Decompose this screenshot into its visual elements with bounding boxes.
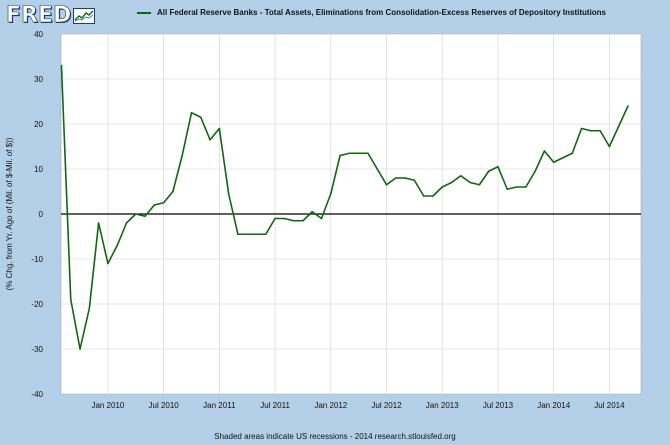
data-point: [107, 262, 109, 265]
x-tick-label: Jul 2010: [149, 401, 180, 410]
data-point: [60, 64, 63, 67]
data-point: [79, 348, 81, 350]
x-tick-label: Jan 2014: [537, 401, 570, 410]
data-point: [460, 174, 462, 177]
data-point: [617, 125, 620, 128]
data-point: [97, 222, 100, 224]
footer-note: Shaded areas indicate US recessions - 20…: [214, 432, 456, 441]
data-point: [552, 161, 555, 164]
data-point: [125, 222, 128, 224]
x-axis-ticks: Jan 2010 Jul 2010 Jan 2011 Jul 2011 Jan 2012…: [91, 401, 625, 410]
y-tick-label: -20: [31, 300, 43, 309]
data-point: [237, 233, 239, 236]
fred-graph-icon: [73, 8, 96, 24]
data-point: [172, 190, 174, 193]
data-point: [329, 192, 332, 195]
x-tick-label: Jan 2013: [426, 401, 459, 410]
x-tick-label: Jan 2011: [203, 401, 236, 410]
data-point: [320, 217, 323, 220]
data-point: [469, 181, 471, 184]
x-tick-label: Jul 2013: [483, 401, 514, 410]
data-point: [209, 138, 211, 141]
fred-logo[interactable]: FRED: [6, 3, 96, 28]
data-point: [376, 168, 379, 170]
data-point: [497, 165, 499, 168]
data-point: [153, 204, 156, 206]
data-point: [199, 116, 202, 119]
y-tick-label: -10: [31, 255, 43, 264]
data-point: [404, 177, 406, 179]
y-tick-label: 40: [34, 30, 43, 39]
y-tick-label: 20: [34, 120, 43, 129]
y-axis-label: (% Chg. from Yr. Ago of (Mil. of $-Mil. …: [5, 137, 14, 290]
legend-swatch: [137, 11, 151, 14]
data-point: [580, 127, 583, 130]
data-point: [255, 233, 258, 236]
y-tick-label: 10: [34, 165, 43, 174]
data-point: [441, 186, 444, 188]
y-tick-label: 0: [39, 210, 44, 219]
data-point: [478, 183, 481, 186]
series-line: [60, 65, 629, 350]
data-point: [144, 215, 146, 218]
data-point: [264, 233, 267, 236]
data-point: [395, 177, 397, 179]
x-tick-label: Jan 2010: [91, 401, 124, 410]
data-point: [543, 150, 546, 152]
x-tick-label: Jan 2012: [314, 401, 347, 410]
data-point: [534, 170, 536, 173]
gridlines: [61, 33, 641, 395]
data-point: [348, 152, 351, 155]
data-point: [283, 217, 286, 220]
data-point: [608, 145, 611, 148]
data-point: [339, 154, 341, 157]
series-points: [60, 64, 629, 350]
chart-legend: All Federal Reserve Banks - Total Assets…: [137, 8, 606, 17]
data-point: [413, 179, 416, 182]
x-tick-label: Jul 2011: [260, 401, 290, 410]
legend-label: All Federal Reserve Banks - Total Assets…: [157, 8, 607, 17]
y-tick-label: -30: [31, 345, 43, 354]
y-tick-label: 30: [34, 75, 43, 84]
y-axis-ticks: -40 -30 -20 -10 0 10 20 30 40: [31, 30, 43, 399]
data-point: [571, 152, 574, 155]
data-point: [88, 307, 91, 310]
data-point: [69, 298, 72, 301]
data-point: [450, 181, 453, 184]
data-point: [302, 219, 304, 222]
data-point: [515, 186, 518, 188]
fred-logo-text: FRED: [6, 3, 72, 28]
data-point: [357, 152, 360, 155]
data-point: [292, 219, 295, 222]
data-point: [181, 154, 184, 157]
data-point: [525, 186, 527, 188]
data-point: [190, 111, 193, 114]
data-point: [562, 156, 564, 159]
data-point: [367, 152, 369, 155]
data-point: [274, 217, 276, 220]
data-point: [487, 170, 490, 173]
data-point: [227, 192, 230, 195]
data-point: [422, 195, 425, 197]
data-point: [162, 201, 165, 204]
data-point: [218, 127, 221, 130]
data-point: [590, 129, 592, 132]
x-tick-label: Jul 2014: [594, 401, 625, 410]
data-point: [134, 213, 137, 215]
data-point: [311, 210, 314, 213]
data-point: [432, 195, 434, 197]
data-point: [116, 244, 118, 247]
data-point: [599, 129, 601, 132]
data-point: [246, 233, 249, 236]
data-point: [506, 188, 509, 191]
y-tick-label: -40: [31, 390, 43, 399]
data-point: [385, 183, 388, 186]
data-point: [627, 105, 629, 107]
x-tick-label: Jul 2012: [371, 401, 402, 410]
